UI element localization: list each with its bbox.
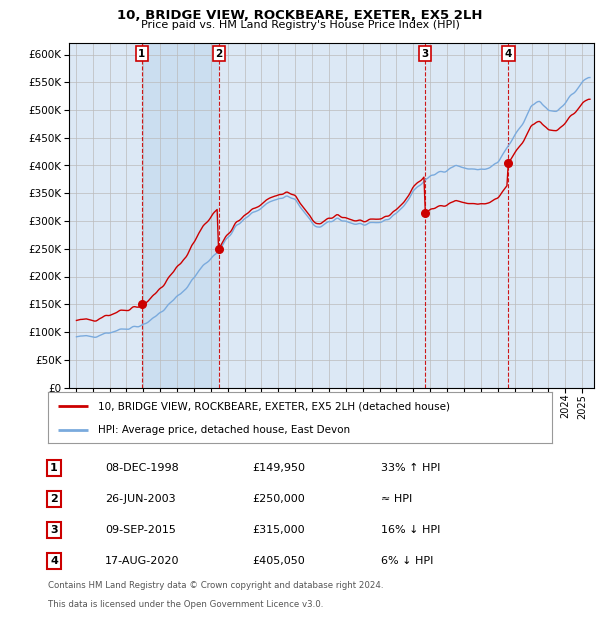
Text: £250,000: £250,000 (252, 494, 305, 504)
Text: 26-JUN-2003: 26-JUN-2003 (105, 494, 176, 504)
Text: £315,000: £315,000 (252, 525, 305, 535)
Text: 17-AUG-2020: 17-AUG-2020 (105, 556, 179, 566)
Text: This data is licensed under the Open Government Licence v3.0.: This data is licensed under the Open Gov… (48, 600, 323, 609)
Bar (142, 43, 219, 388)
Text: 08-DEC-1998: 08-DEC-1998 (105, 463, 179, 473)
Text: 4: 4 (50, 556, 58, 566)
Text: 10, BRIDGE VIEW, ROCKBEARE, EXETER, EX5 2LH: 10, BRIDGE VIEW, ROCKBEARE, EXETER, EX5 … (117, 9, 483, 22)
Text: 10, BRIDGE VIEW, ROCKBEARE, EXETER, EX5 2LH (detached house): 10, BRIDGE VIEW, ROCKBEARE, EXETER, EX5 … (98, 401, 451, 411)
Text: £405,050: £405,050 (252, 556, 305, 566)
Text: 33% ↑ HPI: 33% ↑ HPI (381, 463, 440, 473)
Text: Contains HM Land Registry data © Crown copyright and database right 2024.: Contains HM Land Registry data © Crown c… (48, 581, 383, 590)
Text: 09-SEP-2015: 09-SEP-2015 (105, 525, 176, 535)
Text: 6% ↓ HPI: 6% ↓ HPI (381, 556, 433, 566)
Text: 16% ↓ HPI: 16% ↓ HPI (381, 525, 440, 535)
Text: 1: 1 (50, 463, 58, 473)
Text: 3: 3 (50, 525, 58, 535)
Text: £149,950: £149,950 (252, 463, 305, 473)
Text: 2: 2 (50, 494, 58, 504)
Text: Price paid vs. HM Land Registry's House Price Index (HPI): Price paid vs. HM Land Registry's House … (140, 20, 460, 30)
Text: 3: 3 (421, 48, 428, 58)
Text: ≈ HPI: ≈ HPI (381, 494, 412, 504)
Text: HPI: Average price, detached house, East Devon: HPI: Average price, detached house, East… (98, 425, 350, 435)
Text: 1: 1 (139, 48, 146, 58)
Text: 2: 2 (215, 48, 223, 58)
Text: 4: 4 (505, 48, 512, 58)
